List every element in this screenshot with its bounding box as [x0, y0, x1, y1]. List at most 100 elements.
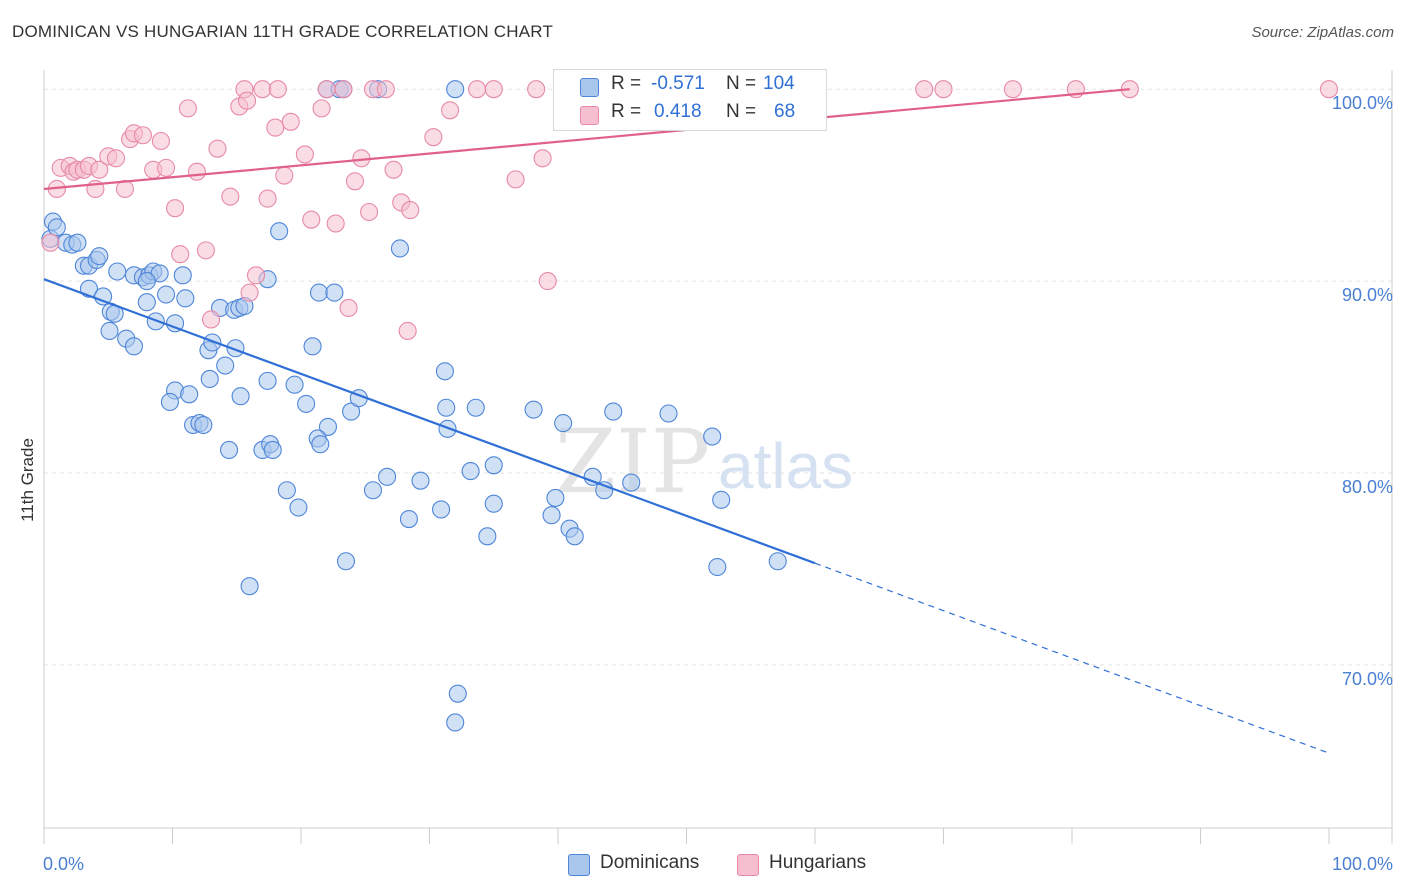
- hungarian-point: [345, 172, 365, 191]
- dominican-point: [703, 427, 722, 446]
- axes: [43, 70, 1393, 844]
- dominican-point: [311, 435, 330, 454]
- legend-swatch-dominicans: [568, 854, 590, 876]
- hungarian-point: [157, 158, 176, 177]
- dominican-point: [461, 462, 480, 481]
- hungarian-point: [237, 91, 257, 110]
- hungarian-point: [133, 126, 152, 145]
- hungarian-point: [208, 139, 227, 158]
- dominican-point: [546, 488, 565, 507]
- dominican-point: [124, 337, 143, 356]
- hungarian-point: [326, 214, 345, 233]
- hungarian-point: [538, 272, 557, 291]
- dominican-point: [285, 375, 304, 394]
- chart-title: DOMINICAN VS HUNGARIAN 11TH GRADE CORREL…: [12, 22, 554, 41]
- dominican-point: [390, 239, 409, 258]
- dominican-point: [583, 467, 602, 486]
- dominican-point: [446, 713, 465, 732]
- dominican-point: [203, 333, 222, 352]
- dominican-point: [176, 289, 195, 308]
- watermark-atlas: atlas: [718, 430, 853, 502]
- hungarian-point: [317, 80, 336, 99]
- hungarian-point: [312, 99, 331, 118]
- legend-swatch-hungarians: [580, 106, 599, 125]
- hungarian-point: [178, 99, 197, 118]
- dominican-point: [446, 80, 465, 99]
- hungarian-point: [202, 310, 221, 329]
- dominican-point: [659, 404, 678, 423]
- dominican-point: [173, 266, 192, 285]
- dominican-point: [100, 321, 119, 341]
- dominican-point: [622, 473, 641, 492]
- hungarian-point: [376, 80, 395, 99]
- source-credit: Source: ZipAtlas.com: [1251, 24, 1394, 41]
- hungarian-point: [246, 266, 266, 285]
- correlation-legend: R = -0.571 N = 104 R = 0.418 N = 68: [553, 69, 827, 131]
- hungarian-point: [360, 202, 379, 222]
- dominican-point: [554, 414, 573, 433]
- dominican-point: [200, 369, 219, 389]
- dominican-point: [336, 552, 356, 571]
- dominican-point: [524, 400, 543, 419]
- tick-labels: 100.0% 90.0% 80.0% 70.0% 0.0% 100.0%: [43, 93, 1393, 874]
- hungarian-point: [240, 283, 259, 302]
- y-tick-label: 80.0%: [1342, 477, 1393, 497]
- dominican-point: [342, 402, 361, 421]
- legend-label-hungarians: Hungarians: [769, 852, 867, 873]
- legend-r-label: R =: [611, 101, 642, 122]
- legend-label-dominicans: Dominicans: [600, 852, 700, 873]
- hungarians-trend-line: [43, 88, 1130, 191]
- legend-n-label: N =: [726, 73, 757, 94]
- hungarian-point: [915, 80, 934, 99]
- dominican-point: [565, 527, 584, 546]
- hungarian-point: [268, 80, 287, 99]
- dominican-point: [466, 398, 485, 417]
- series-hungarians: [41, 80, 1339, 341]
- legend-n-value: 104: [763, 73, 795, 94]
- dominican-point: [137, 272, 156, 291]
- dominican-point: [277, 481, 296, 500]
- hungarian-point: [106, 149, 126, 168]
- dominican-point: [363, 481, 383, 500]
- hungarian-point: [41, 233, 60, 252]
- hungarian-point: [187, 162, 206, 181]
- watermark-zip: ZIP: [555, 410, 710, 513]
- legend-row-dominicans: R = -0.571 N = 104: [554, 73, 826, 101]
- dominican-point: [399, 509, 418, 529]
- dominican-point: [712, 490, 731, 509]
- dominican-point: [708, 557, 727, 577]
- dominican-point: [378, 467, 397, 486]
- y-tick-label: 70.0%: [1342, 669, 1393, 689]
- hungarian-point: [441, 101, 460, 120]
- dominican-point: [231, 387, 250, 406]
- hungarian-point: [398, 321, 417, 341]
- dominican-point: [94, 287, 113, 306]
- y-tick-label: 90.0%: [1342, 285, 1393, 305]
- hungarian-point: [1003, 80, 1022, 99]
- hungarian-point: [253, 80, 272, 99]
- dominican-point: [194, 415, 213, 435]
- dominican-point: [297, 394, 316, 413]
- dominican-point: [289, 498, 308, 517]
- dominican-point: [309, 283, 329, 302]
- hungarian-point: [334, 80, 353, 99]
- dominican-point: [411, 471, 430, 490]
- dominican-point: [542, 506, 561, 525]
- dominican-point: [157, 285, 176, 304]
- dominicans-trend-extension: [814, 562, 1330, 754]
- hungarian-point: [467, 80, 487, 99]
- legend-n-value: 68: [774, 101, 796, 122]
- dominican-point: [90, 247, 109, 266]
- dominican-point: [325, 283, 344, 302]
- legend-n-label: N =: [726, 101, 757, 122]
- dominican-point: [432, 500, 451, 519]
- dominican-point: [137, 293, 156, 312]
- legend-row-hungarians: R = 0.418 N = 68: [554, 101, 826, 129]
- hungarian-point: [281, 112, 300, 131]
- dominican-point: [437, 398, 456, 417]
- hungarian-point: [506, 170, 525, 189]
- legend-r-label: R =: [611, 73, 642, 94]
- dominican-point: [68, 233, 87, 252]
- hungarian-point: [258, 189, 277, 208]
